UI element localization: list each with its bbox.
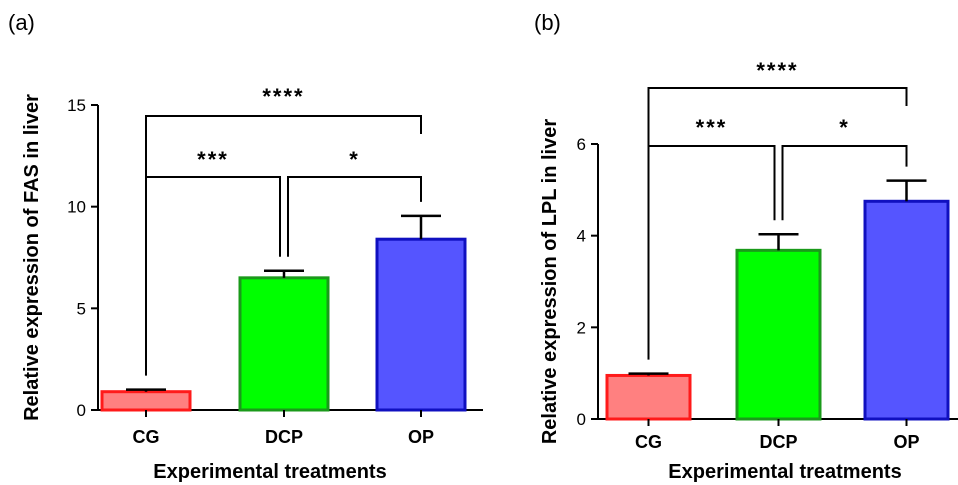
significance-label: **** [262, 84, 304, 109]
bar-op [863, 199, 950, 421]
significance-bracket [287, 176, 422, 257]
y-tick-label: 15 [67, 96, 86, 115]
x-tick-label: CG [133, 427, 160, 447]
significance-label: *** [197, 147, 229, 172]
bar-dcp [238, 276, 330, 412]
x-tick-label: CG [635, 432, 662, 452]
y-tick-label: 0 [77, 401, 86, 420]
y-tick-label: 2 [577, 318, 586, 337]
y-tick-label: 10 [67, 198, 86, 217]
significance-label: * [839, 115, 850, 140]
panel-label: (b) [534, 10, 561, 35]
x-axis-title: Experimental treatments [668, 461, 901, 483]
bar-cg [100, 390, 192, 412]
x-tick-label: OP [408, 427, 434, 447]
significance-label: * [349, 147, 360, 172]
bar-cg [605, 373, 692, 421]
significance-label: **** [756, 58, 798, 83]
y-axis-title: Relative expression of FAS in liver [21, 94, 43, 421]
y-tick-label: 4 [577, 227, 586, 246]
x-tick-label: OP [893, 432, 919, 452]
significance-bracket [781, 145, 908, 221]
significance-bracket [145, 115, 422, 364]
significance-bracket [647, 87, 908, 348]
x-axis-title: Experimental treatments [153, 461, 386, 483]
y-tick-label: 5 [77, 299, 86, 318]
y-tick-label: 0 [577, 410, 586, 429]
significance-label: *** [696, 115, 728, 140]
bar-op [375, 237, 467, 412]
x-tick-label: DCP [265, 427, 303, 447]
y-tick-label: 6 [577, 135, 586, 154]
x-tick-label: DCP [759, 432, 797, 452]
panel-label: (a) [8, 10, 35, 35]
bar-dcp [735, 248, 822, 421]
y-axis-title: Relative expression of LPL in liver [539, 119, 561, 445]
